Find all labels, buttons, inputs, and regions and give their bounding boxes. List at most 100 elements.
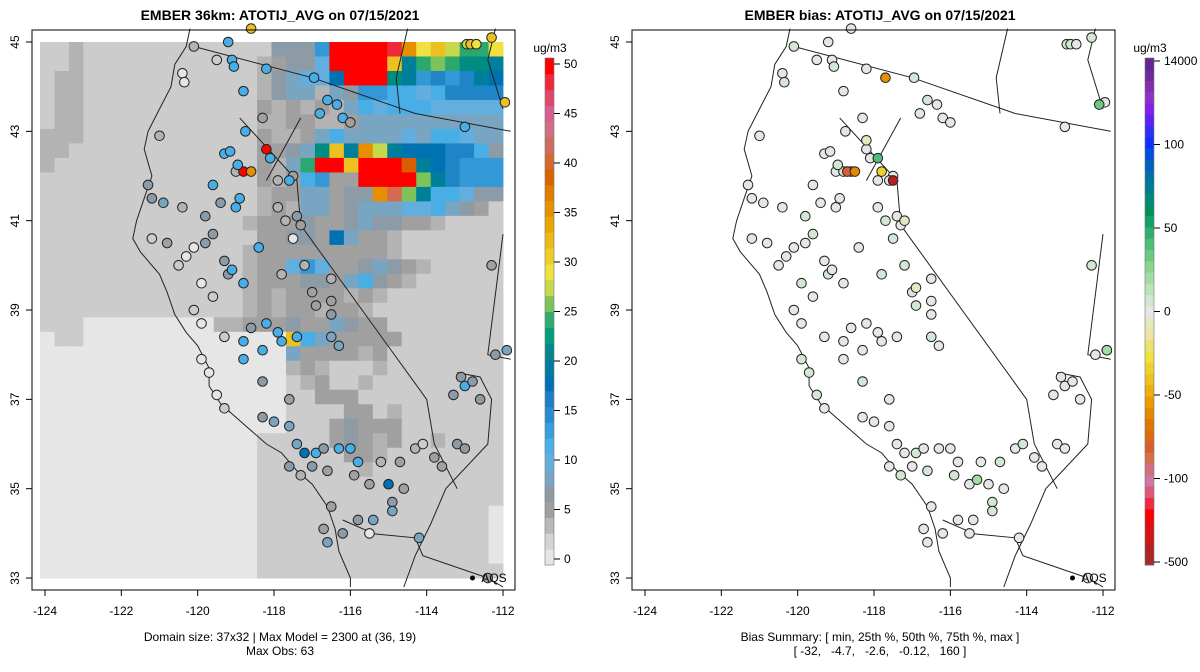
station-marker xyxy=(325,273,337,285)
grid-cell xyxy=(445,201,461,217)
grid-cell xyxy=(358,128,374,144)
grid-cell xyxy=(387,128,403,144)
grid-cell xyxy=(68,389,84,405)
grid-cell xyxy=(343,128,359,144)
grid-cell xyxy=(141,317,157,333)
station-marker xyxy=(188,242,200,253)
grid-cell xyxy=(97,85,113,101)
station-marker xyxy=(245,322,257,334)
grid-cell xyxy=(488,128,504,144)
grid-cell xyxy=(459,186,475,202)
station-marker xyxy=(383,478,394,490)
bias-colorbar-swatch xyxy=(1145,114,1154,127)
grid-cell xyxy=(387,143,403,159)
grid-cell xyxy=(83,215,99,231)
grid-cell xyxy=(141,447,157,463)
bias-colorbar-tick-label: 0 xyxy=(1164,305,1171,319)
grid-cell xyxy=(68,375,84,391)
grid-cell xyxy=(271,70,287,86)
station-marker xyxy=(253,242,265,253)
grid-cell xyxy=(54,99,70,115)
bias-station-marker xyxy=(800,210,811,222)
grid-cell xyxy=(213,346,229,362)
grid-cell xyxy=(126,462,142,478)
grid-cell xyxy=(401,230,417,246)
bias-station-marker xyxy=(872,175,884,186)
grid-cell xyxy=(83,70,99,86)
grid-cell xyxy=(329,42,345,57)
y-tick-label: 45 xyxy=(608,35,622,49)
grid-cell xyxy=(68,143,84,159)
grid-cell xyxy=(372,99,388,115)
grid-cell xyxy=(155,56,171,72)
grid-cell xyxy=(314,186,330,202)
station-marker xyxy=(207,291,219,302)
station-marker xyxy=(232,159,244,171)
grid-cell xyxy=(459,520,475,536)
grid-cell xyxy=(372,549,388,565)
station-marker xyxy=(161,237,173,249)
grid-cell xyxy=(314,143,330,159)
model-colorbar-swatch xyxy=(545,469,554,487)
grid-cell xyxy=(459,143,475,159)
grid-cell xyxy=(416,317,432,333)
grid-cell xyxy=(285,128,301,144)
grid-cell xyxy=(271,42,287,57)
border-nv-south xyxy=(239,117,458,489)
grid-cell xyxy=(112,244,128,260)
grid-cell xyxy=(459,389,475,405)
grid-cell xyxy=(242,143,258,159)
grid-cell xyxy=(40,42,55,57)
bias-footer-summary-label: Bias Summary: [ min, 25th %, 50th %, 75t… xyxy=(740,630,1020,644)
grid-cell xyxy=(112,563,128,579)
grid-cell xyxy=(285,157,301,173)
station-marker xyxy=(207,179,219,191)
grid-cell xyxy=(155,172,171,188)
grid-cell xyxy=(213,99,229,115)
bias-station-marker xyxy=(1017,438,1029,450)
grid-cell xyxy=(199,56,215,72)
grid-cell xyxy=(242,186,258,202)
grid-cell xyxy=(401,317,417,333)
grid-cell xyxy=(257,288,272,304)
station-marker xyxy=(261,143,272,155)
y-tick-label: 39 xyxy=(608,303,622,317)
grid-cell xyxy=(387,331,403,347)
y-tick-label: 35 xyxy=(608,482,622,496)
grid-cell xyxy=(372,389,388,405)
grid-cell xyxy=(68,215,84,231)
grid-cell xyxy=(83,360,99,376)
grid-cell xyxy=(257,99,272,115)
grid-cell xyxy=(300,360,316,376)
grid-cell xyxy=(488,230,504,246)
grid-cell xyxy=(387,273,403,289)
grid-cell xyxy=(141,42,157,57)
station-marker xyxy=(215,197,226,209)
grid-cell xyxy=(97,114,113,130)
grid-cell xyxy=(459,230,475,246)
grid-cell xyxy=(54,230,70,246)
grid-cell xyxy=(430,259,446,275)
grid-cell xyxy=(459,172,475,188)
model-colorbar-swatch xyxy=(545,121,554,138)
grid-cell xyxy=(285,375,301,391)
grid-cell xyxy=(242,520,258,536)
grid-cell xyxy=(184,404,200,420)
grid-cell xyxy=(83,244,99,260)
x-tick-label: -120 xyxy=(786,604,810,618)
bias-station-marker-highlight xyxy=(910,282,922,293)
grid-cell xyxy=(372,56,388,72)
grid-cell xyxy=(54,288,70,304)
grid-cell xyxy=(358,273,374,289)
grid-cell xyxy=(83,447,99,463)
grid-cell xyxy=(358,143,374,159)
grid-cell xyxy=(416,375,432,391)
bias-station-marker xyxy=(1067,376,1078,387)
grid-cell xyxy=(83,56,99,72)
grid-cell xyxy=(112,302,128,318)
grid-cell xyxy=(199,114,215,130)
grid-cell xyxy=(329,549,345,565)
grid-cell xyxy=(40,302,55,318)
grid-cell xyxy=(257,418,272,434)
model-colorbar-swatch xyxy=(545,533,554,550)
